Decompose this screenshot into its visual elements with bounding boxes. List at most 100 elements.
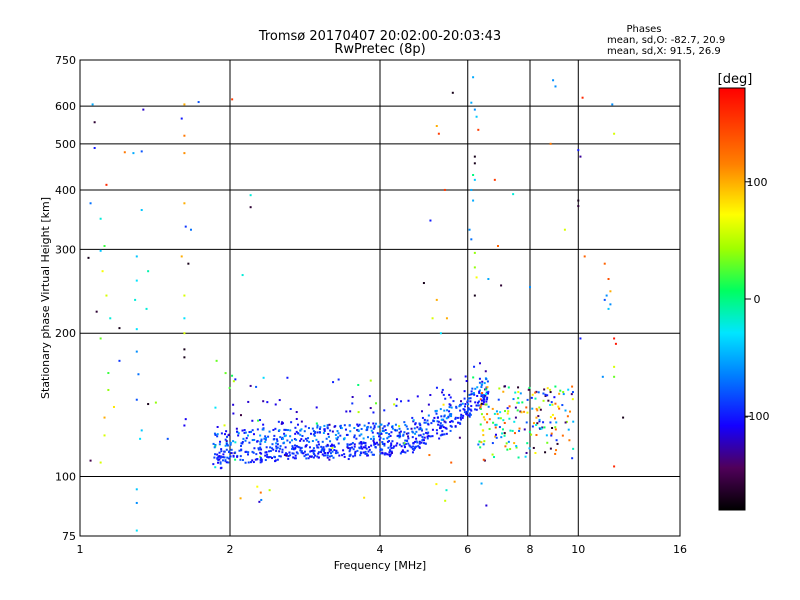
data-point	[440, 418, 443, 421]
data-point	[484, 370, 487, 373]
data-point	[364, 444, 367, 447]
data-point	[307, 427, 310, 430]
data-point	[232, 412, 235, 415]
data-point	[229, 441, 232, 444]
data-point	[486, 380, 489, 383]
data-point	[389, 434, 392, 437]
data-point	[583, 255, 586, 258]
data-point	[234, 378, 237, 381]
data-point	[603, 298, 606, 301]
data-point	[370, 437, 373, 440]
data-point	[293, 457, 296, 460]
y-tick-label: 300	[55, 243, 76, 256]
data-point	[216, 456, 219, 459]
data-point	[283, 435, 286, 438]
data-point	[390, 452, 393, 455]
data-point	[349, 447, 352, 450]
data-point	[425, 431, 428, 434]
data-point	[360, 445, 363, 448]
y-tick-label: 75	[62, 530, 76, 543]
data-point	[412, 420, 415, 423]
data-point	[398, 431, 401, 434]
data-point	[93, 147, 96, 149]
data-point	[189, 228, 192, 231]
data-point	[89, 202, 92, 205]
data-point	[555, 449, 558, 452]
data-point	[463, 411, 466, 414]
data-point	[333, 445, 336, 448]
data-point	[434, 409, 437, 412]
data-point	[284, 428, 287, 431]
data-point	[523, 428, 526, 431]
data-point	[359, 451, 362, 454]
data-point	[234, 458, 237, 461]
data-point	[513, 442, 516, 445]
data-point	[351, 396, 354, 399]
data-point	[310, 455, 313, 458]
data-point	[388, 451, 391, 454]
data-point	[112, 405, 115, 408]
data-point	[375, 402, 377, 405]
data-point	[135, 255, 138, 258]
data-point	[276, 440, 279, 443]
data-point	[470, 393, 473, 396]
y-tick-label: 200	[55, 327, 76, 340]
data-point	[225, 430, 228, 433]
data-point	[294, 457, 297, 460]
data-point	[613, 375, 616, 378]
data-point	[351, 441, 354, 444]
data-point	[509, 429, 512, 432]
data-point	[262, 423, 265, 426]
data-point	[511, 429, 514, 432]
data-point	[230, 448, 233, 451]
data-point	[323, 450, 326, 453]
data-point	[459, 416, 462, 419]
x-tick-label: 8	[527, 543, 534, 556]
data-point	[388, 433, 391, 436]
data-point	[404, 439, 407, 442]
data-point	[331, 450, 334, 453]
data-point	[309, 432, 312, 435]
data-point	[322, 454, 325, 457]
data-point	[420, 441, 423, 444]
data-point	[508, 405, 511, 408]
data-point	[427, 403, 430, 406]
data-point	[405, 425, 408, 428]
data-point	[550, 434, 553, 437]
data-point	[276, 446, 279, 449]
data-point	[294, 432, 297, 435]
data-point	[262, 428, 265, 431]
data-point	[479, 423, 482, 426]
data-point	[284, 446, 287, 449]
data-point	[504, 445, 507, 448]
data-point	[237, 432, 240, 435]
data-point	[445, 417, 448, 420]
data-point	[251, 439, 254, 442]
data-point	[259, 440, 262, 443]
data-point	[214, 453, 217, 456]
data-point	[103, 245, 106, 247]
data-point	[267, 456, 270, 459]
data-point	[91, 103, 94, 106]
data-point	[289, 435, 292, 438]
data-point	[249, 461, 252, 464]
data-point	[435, 483, 438, 486]
data-point	[346, 444, 349, 447]
data-point	[368, 448, 371, 451]
data-point	[334, 433, 337, 436]
data-point	[365, 447, 368, 450]
data-point	[442, 393, 445, 396]
data-point	[304, 445, 307, 448]
data-point	[212, 463, 215, 466]
data-point	[362, 437, 365, 440]
data-point	[435, 125, 438, 127]
data-point	[312, 433, 315, 436]
data-point	[487, 392, 490, 395]
colorbar-tick-label: 0	[754, 293, 761, 306]
data-point	[371, 431, 374, 434]
data-point	[435, 412, 438, 415]
data-point	[471, 392, 474, 395]
data-point	[322, 446, 325, 449]
data-point	[404, 442, 407, 445]
data-point	[439, 425, 442, 428]
